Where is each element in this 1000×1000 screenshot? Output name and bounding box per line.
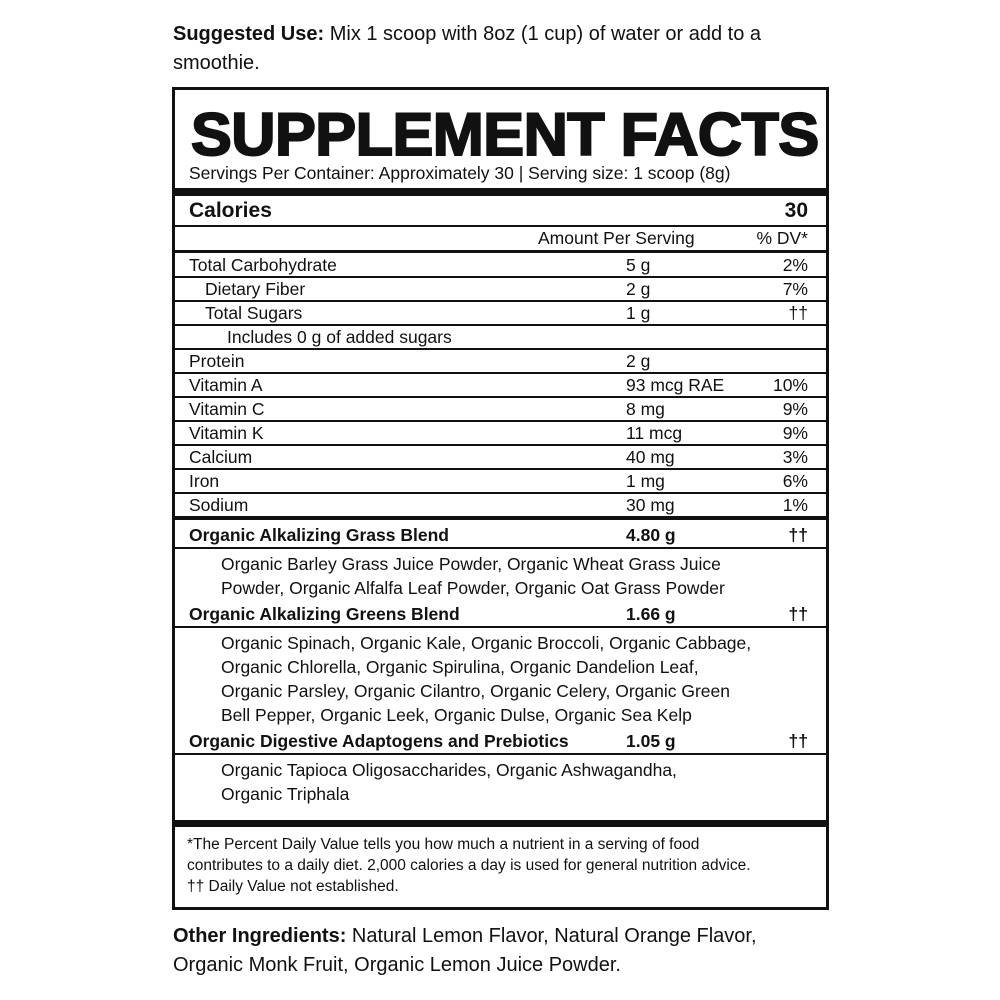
divider xyxy=(175,372,826,374)
thick-divider xyxy=(175,516,826,520)
nutrient-row: Sodium 30 mg 1% xyxy=(175,493,826,517)
divider xyxy=(175,492,826,494)
nutrient-row: Vitamin C 8 mg 9% xyxy=(175,397,826,421)
row-dv: †† xyxy=(788,525,808,545)
panel-title: SUPPLEMENT FACTS xyxy=(190,100,820,169)
divider xyxy=(175,547,826,549)
nutrient-row: Vitamin K 11 mcg 9% xyxy=(175,421,826,445)
blend-ingredients: Organic Triphala xyxy=(221,784,350,804)
row-amount: 2 g xyxy=(626,279,651,299)
nutrient-row: Total Sugars 1 g †† xyxy=(175,301,826,325)
nutrient-row: Iron 1 mg 6% xyxy=(175,469,826,493)
row-amount: 4.80 g xyxy=(626,525,676,545)
row-dv: †† xyxy=(788,303,808,323)
row-amount: 8 mg xyxy=(626,399,665,419)
blend-ingredients: Bell Pepper, Organic Leek, Organic Dulse… xyxy=(221,705,692,725)
row-label: Vitamin A xyxy=(189,375,263,395)
nutrient-row: Organic Digestive Adaptogens and Prebiot… xyxy=(175,729,826,753)
calories-value: 30 xyxy=(784,199,808,222)
row-amount: 2 g xyxy=(626,351,651,371)
nutrient-row: Organic Alkalizing Greens Blend 1.66 g †† xyxy=(175,602,826,626)
dv-header: % DV* xyxy=(756,228,808,248)
footnote: *The Percent Daily Value tells you how m… xyxy=(187,834,817,897)
row-dv: 1% xyxy=(782,495,808,515)
divider xyxy=(175,468,826,470)
row-dv: 9% xyxy=(782,399,808,419)
amount-header: Amount Per Serving xyxy=(538,228,695,248)
row-dv: 6% xyxy=(782,471,808,491)
blend-ingredients: Organic Chlorella, Organic Spirulina, Or… xyxy=(221,657,699,677)
nutrient-row: Protein 2 g xyxy=(175,349,826,373)
row-amount: 30 mg xyxy=(626,495,675,515)
servings-info: Servings Per Container: Approximately 30… xyxy=(189,163,731,183)
thick-divider xyxy=(175,188,826,196)
divider xyxy=(175,225,826,227)
row-amount: 40 mg xyxy=(626,447,675,467)
suggested-use-text: Mix 1 scoop with 8oz (1 cup) of water or… xyxy=(173,23,762,74)
row-amount: 1 g xyxy=(626,303,651,323)
supplement-facts-panel: SUPPLEMENT FACTS Servings Per Container:… xyxy=(172,87,829,910)
row-label: Total Carbohydrate xyxy=(189,255,337,275)
other-ingredients: Other Ingredients: Natural Lemon Flavor,… xyxy=(173,922,813,980)
suggested-use: Suggested Use: Mix 1 scoop with 8oz (1 c… xyxy=(173,20,793,78)
row-label: Organic Digestive Adaptogens and Prebiot… xyxy=(189,731,569,751)
other-ingredients-text: Natural Lemon Flavor, Natural Orange Fla… xyxy=(173,925,757,976)
calories-row: Calories 30 xyxy=(175,196,826,226)
row-label: Iron xyxy=(189,471,220,491)
divider xyxy=(175,396,826,398)
divider xyxy=(175,324,826,326)
divider xyxy=(175,753,826,755)
row-label: Organic Alkalizing Grass Blend xyxy=(189,525,449,545)
row-label: Dietary Fiber xyxy=(205,279,306,299)
blend-ingredients: Organic Tapioca Oligosaccharides, Organi… xyxy=(221,760,677,780)
blend-ingredients: Organic Spinach, Organic Kale, Organic B… xyxy=(221,633,752,653)
blend-ingredients: Organic Parsley, Organic Cilantro, Organ… xyxy=(221,681,730,701)
row-dv: 3% xyxy=(782,447,808,467)
row-amount: 1.66 g xyxy=(626,604,676,624)
blend-ingredients: Organic Barley Grass Juice Powder, Organ… xyxy=(221,554,721,574)
divider xyxy=(175,276,826,278)
divider xyxy=(175,420,826,422)
other-ingredients-label: Other Ingredients: xyxy=(173,925,347,947)
thick-divider xyxy=(175,820,826,827)
row-amount: 11 mcg xyxy=(626,423,683,443)
nutrient-row: Vitamin A 93 mcg RAE 10% xyxy=(175,373,826,397)
divider xyxy=(175,300,826,302)
footnote-line: contributes to a daily diet. 2,000 calor… xyxy=(187,857,751,874)
divider xyxy=(175,250,826,253)
row-amount: 5 g xyxy=(626,255,651,275)
row-dv: 2% xyxy=(782,255,808,275)
footnote-line: †† Daily Value not established. xyxy=(187,878,399,895)
row-dv: 9% xyxy=(782,423,808,443)
row-dv: †† xyxy=(788,604,808,624)
footnote-line: *The Percent Daily Value tells you how m… xyxy=(187,836,700,853)
nutrient-row: Dietary Fiber 2 g 7% xyxy=(175,277,826,301)
row-amount: 1 mg xyxy=(626,471,665,491)
calories-label: Calories xyxy=(189,199,272,222)
row-dv: 10% xyxy=(772,375,808,395)
column-header-row: Amount Per Serving % DV* xyxy=(175,226,826,250)
divider xyxy=(175,626,826,628)
row-amount: 93 mcg RAE xyxy=(626,375,725,395)
row-label: Total Sugars xyxy=(205,303,303,323)
nutrient-row: Organic Alkalizing Grass Blend 4.80 g †† xyxy=(175,523,826,547)
row-label: Organic Alkalizing Greens Blend xyxy=(189,604,460,624)
nutrient-row: Total Carbohydrate 5 g 2% xyxy=(175,253,826,277)
row-label: Protein xyxy=(189,351,245,371)
blend-ingredients: Powder, Organic Alfalfa Leaf Powder, Org… xyxy=(221,578,725,598)
row-label: Sodium xyxy=(189,495,249,515)
divider xyxy=(175,348,826,350)
nutrient-row: Calcium 40 mg 3% xyxy=(175,445,826,469)
row-label: Calcium xyxy=(189,447,253,467)
row-amount: 1.05 g xyxy=(626,731,676,751)
row-dv: †† xyxy=(788,731,808,751)
row-dv: 7% xyxy=(782,279,808,299)
nutrient-row: Includes 0 g of added sugars xyxy=(175,325,826,349)
row-label: Includes 0 g of added sugars xyxy=(227,327,452,347)
row-label: Vitamin C xyxy=(189,399,265,419)
divider xyxy=(175,444,826,446)
suggested-use-label: Suggested Use: xyxy=(173,23,325,45)
row-label: Vitamin K xyxy=(189,423,264,443)
